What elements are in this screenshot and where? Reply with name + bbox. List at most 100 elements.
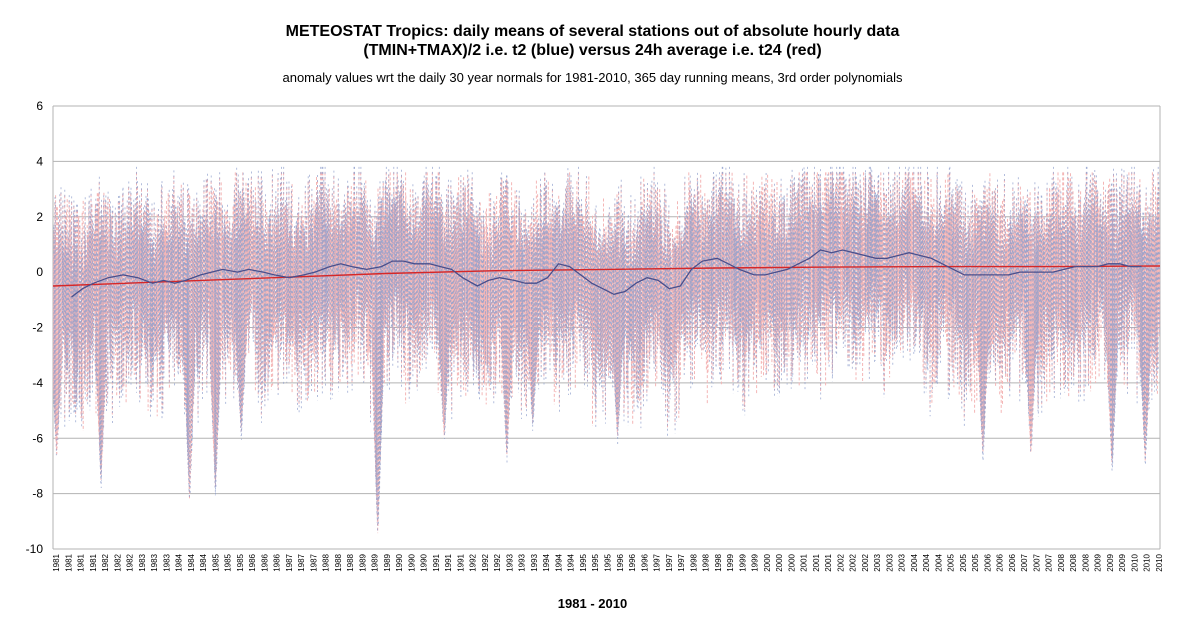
x-tick-label: 2002 [861, 553, 870, 571]
x-tick-label: 1996 [628, 553, 637, 571]
x-tick-label: 2008 [1057, 553, 1066, 571]
x-tick-label: 1992 [493, 553, 502, 571]
chart-subtitle: anomaly values wrt the daily 30 year nor… [282, 70, 903, 85]
x-tick-label: 2007 [1045, 553, 1054, 571]
x-tick-label: 2002 [836, 553, 845, 571]
x-tick-label: 2007 [1032, 553, 1041, 571]
x-tick-label: 1986 [273, 553, 282, 571]
x-tick-label: 1999 [726, 553, 735, 571]
x-tick-label: 2004 [934, 553, 943, 571]
x-tick-label: 2010 [1155, 553, 1164, 571]
x-axis-label: 1981 - 2010 [557, 596, 628, 611]
x-tick-label: 1988 [346, 553, 355, 571]
x-tick-label: 1989 [371, 553, 380, 571]
x-tick-label: 1982 [126, 553, 135, 571]
series-t2-daily [53, 166, 1161, 533]
x-tick-label: 1993 [518, 553, 527, 571]
x-tick-label: 1985 [224, 553, 233, 571]
x-tick-label: 1981 [64, 553, 73, 571]
x-tick-label: 1987 [285, 553, 294, 571]
series-t2-daily-band [53, 166, 1161, 533]
x-tick-label: 2008 [1081, 553, 1090, 571]
x-tick-label: 1984 [187, 553, 196, 571]
x-tick-label: 1987 [297, 553, 306, 571]
x-tick-label: 1993 [505, 553, 514, 571]
x-tick-label: 2006 [996, 553, 1005, 571]
y-tick-label: -10 [26, 542, 44, 556]
x-tick-label: 2001 [812, 553, 821, 571]
x-tick-label: 1984 [175, 553, 184, 571]
x-tick-label: 1991 [432, 553, 441, 571]
y-tick-label: -6 [32, 431, 43, 445]
x-tick-label: 1989 [358, 553, 367, 571]
x-tick-label: 2004 [910, 553, 919, 571]
x-tick-label: 1983 [138, 553, 147, 571]
x-tick-label: 1999 [738, 553, 747, 571]
x-tick-label: 1985 [211, 553, 220, 571]
x-tick-label: 1990 [395, 553, 404, 571]
x-tick-label: 2006 [1008, 553, 1017, 571]
x-tick-label: 1985 [236, 553, 245, 571]
x-tick-label: 2000 [763, 553, 772, 571]
x-tick-label: 1993 [530, 553, 539, 571]
x-tick-label: 2010 [1143, 553, 1152, 571]
x-tick-label: 1983 [162, 553, 171, 571]
x-tick-label: 2009 [1106, 553, 1115, 571]
x-tick-label: 1995 [591, 553, 600, 571]
x-tick-label: 2005 [947, 553, 956, 571]
x-tick-label: 2008 [1069, 553, 1078, 571]
x-tick-label: 1986 [260, 553, 269, 571]
x-tick-label: 1986 [248, 553, 257, 571]
y-tick-label: 4 [36, 154, 43, 168]
x-tick-label: 2009 [1118, 553, 1127, 571]
x-tick-label: 2002 [849, 553, 858, 571]
x-tick-label: 1983 [150, 553, 159, 571]
x-tick-label: 1997 [653, 553, 662, 571]
x-tick-label: 1998 [689, 553, 698, 571]
x-tick-label: 2009 [1094, 553, 1103, 571]
x-tick-label: 2000 [787, 553, 796, 571]
x-tick-label: 1981 [89, 553, 98, 571]
x-tick-label: 1994 [567, 553, 576, 571]
x-tick-label: 1996 [640, 553, 649, 571]
x-tick-label: 1981 [52, 553, 61, 571]
x-tick-label: 2001 [824, 553, 833, 571]
y-tick-label: 0 [36, 265, 43, 279]
x-tick-label: 2005 [959, 553, 968, 571]
running-mean-line [71, 249, 1142, 298]
x-tick-label: 1982 [113, 553, 122, 571]
x-tick-label: 1997 [677, 553, 686, 571]
x-tick-label: 1999 [751, 553, 760, 571]
x-tick-label: 1995 [604, 553, 613, 571]
x-tick-label: 1998 [714, 553, 723, 571]
chart-title-line-1: METEOSTAT Tropics: daily means of severa… [285, 23, 900, 40]
x-tick-label: 2007 [1020, 553, 1029, 571]
x-tick-label: 2006 [983, 553, 992, 571]
x-tick-label: 1998 [702, 553, 711, 571]
x-tick-label: 1997 [665, 553, 674, 571]
x-tick-label: 1988 [322, 553, 331, 571]
chart-title-line-2: (TMIN+TMAX)/2 i.e. t2 (blue) versus 24h … [363, 42, 822, 59]
x-tick-label: 1982 [101, 553, 110, 571]
polynomial-trend-line [52, 265, 1161, 287]
x-tick-label: 1987 [309, 553, 318, 571]
x-tick-label: 1988 [334, 553, 343, 571]
y-tick-label: -8 [32, 487, 43, 501]
x-tick-label: 2003 [873, 553, 882, 571]
x-tick-label: 1984 [199, 553, 208, 571]
x-tick-label: 1990 [407, 553, 416, 571]
x-tick-label: 1991 [444, 553, 453, 571]
x-tick-label: 2003 [885, 553, 894, 571]
x-tick-label: 1992 [469, 553, 478, 571]
x-tick-label: 2010 [1130, 553, 1139, 571]
x-tick-label: 1990 [420, 553, 429, 571]
y-tick-label: 2 [36, 210, 43, 224]
x-tick-label: 1995 [579, 553, 588, 571]
x-tick-label: 1989 [383, 553, 392, 571]
x-tick-label: 2003 [898, 553, 907, 571]
x-tick-label: 2001 [800, 553, 809, 571]
x-tick-label: 1981 [77, 553, 86, 571]
y-tick-label: -4 [32, 376, 43, 390]
x-tick-label: 2000 [775, 553, 784, 571]
x-axis: 1981 1981 1981 1981 1982 1982 1982 1983 1983 1983… [52, 553, 1164, 571]
